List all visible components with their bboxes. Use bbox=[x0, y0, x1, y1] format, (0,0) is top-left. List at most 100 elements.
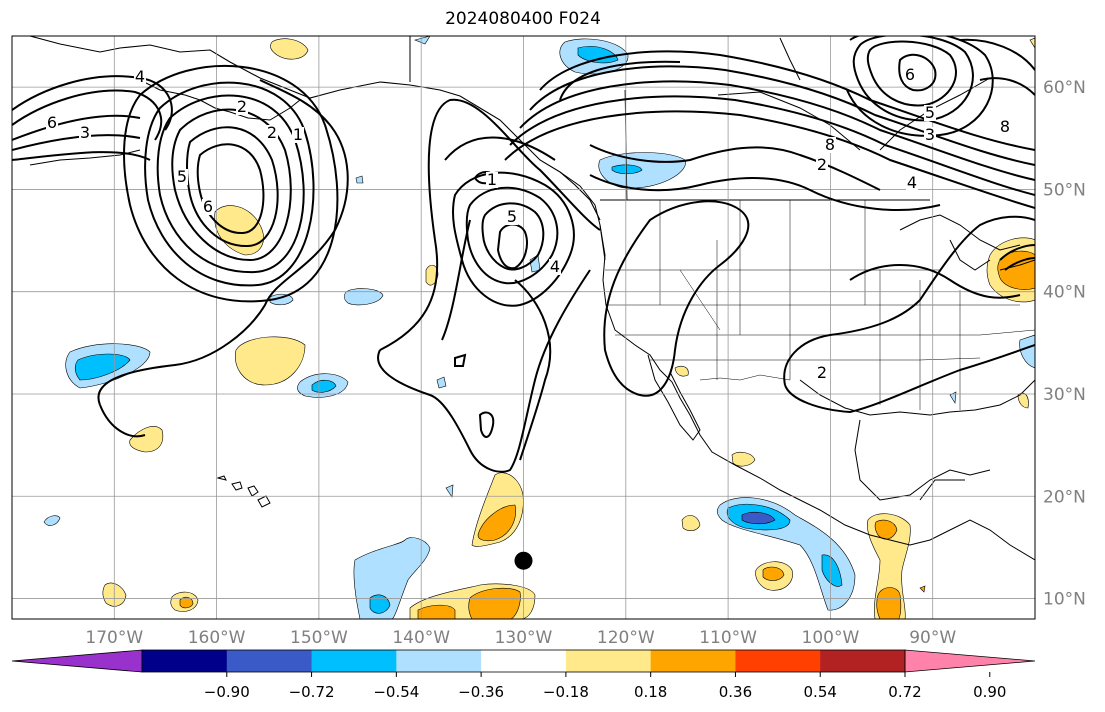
coastlines bbox=[29, 36, 1035, 561]
shade-yellow bbox=[867, 513, 911, 619]
lon-tick-label: 90°W bbox=[909, 628, 956, 648]
shade-yellow bbox=[1017, 392, 1029, 409]
lat-tick-label: 40°N bbox=[1043, 283, 1086, 303]
shade-orange bbox=[417, 604, 456, 619]
shade-yellow bbox=[681, 515, 701, 531]
colorbar-label: −0.54 bbox=[373, 683, 419, 701]
colorbar: −0.90 −0.72 −0.54 −0.36 −0.18 0.18 0.36 0.54 0.7… bbox=[11, 649, 1036, 701]
colorbar-segment bbox=[311, 650, 397, 672]
colorbar-segment bbox=[650, 650, 736, 672]
contour-label-bg bbox=[904, 67, 916, 83]
shade-blue bbox=[369, 594, 391, 614]
colorbar-label: 0.72 bbox=[888, 683, 921, 701]
shade-yellow bbox=[425, 264, 439, 286]
contour-label-bg bbox=[549, 259, 561, 275]
shade-blue-light bbox=[43, 515, 61, 526]
contour-label: 5 bbox=[507, 207, 517, 226]
contour-label: 2 bbox=[267, 123, 277, 142]
shade-blue-dark bbox=[741, 511, 776, 525]
lon-tick-label: 150°W bbox=[290, 628, 348, 648]
colorbar-segment bbox=[226, 650, 313, 672]
latitude-ticks: 10°N 20°N 30°N 40°N 50°N 60°N bbox=[1043, 78, 1086, 609]
contour-label: 3 bbox=[80, 123, 90, 142]
lon-tick-label: 120°W bbox=[597, 628, 655, 648]
colorbar-label: 0.18 bbox=[634, 683, 667, 701]
shade-orange bbox=[997, 250, 1035, 290]
lon-tick-label: 170°W bbox=[85, 628, 143, 648]
contour-label-bg bbox=[924, 105, 936, 121]
contour-label-bg bbox=[506, 209, 518, 225]
lat-tick-label: 20°N bbox=[1043, 487, 1086, 507]
shade-orange bbox=[179, 596, 194, 609]
contour-label-bg bbox=[176, 169, 188, 185]
colorbar-label: −0.18 bbox=[543, 683, 589, 701]
map-title: 2024080400 F024 bbox=[445, 9, 601, 29]
lon-tick-label: 160°W bbox=[188, 628, 246, 648]
shade-orange bbox=[468, 587, 521, 619]
lat-tick-label: 30°N bbox=[1043, 385, 1086, 405]
colorbar-label: 0.90 bbox=[973, 683, 1006, 701]
contour-label: 5 bbox=[925, 103, 935, 122]
contour-label-bg bbox=[816, 157, 828, 173]
colorbar-label: −0.72 bbox=[289, 683, 335, 701]
colorbar-segment bbox=[396, 650, 482, 672]
shade-orange bbox=[919, 585, 926, 593]
colorbar-outline bbox=[141, 649, 906, 673]
colorbar-label: −0.36 bbox=[458, 683, 504, 701]
contour-label: 6 bbox=[905, 65, 915, 84]
shade-blue-light bbox=[436, 376, 447, 389]
lon-tick-label: 110°W bbox=[699, 628, 757, 648]
contour-label-bg bbox=[134, 69, 146, 85]
contour-label: 2 bbox=[817, 363, 827, 382]
shade-blue-light bbox=[949, 391, 957, 404]
colorbar-segment bbox=[142, 650, 228, 672]
shade-blue bbox=[74, 353, 131, 381]
colorbar-extend-low bbox=[11, 649, 143, 673]
colorbar-label: −0.90 bbox=[204, 683, 250, 701]
shade-yellow bbox=[129, 426, 164, 453]
colorbar-extend-high bbox=[904, 649, 1036, 673]
lat-tick-label: 10°N bbox=[1043, 590, 1086, 610]
contour-label: 8 bbox=[1000, 117, 1010, 136]
colorbar-label: 0.54 bbox=[804, 683, 837, 701]
shade-yellow bbox=[234, 336, 306, 386]
contour-label-bg bbox=[824, 137, 836, 153]
shade-blue-light bbox=[269, 293, 294, 306]
shade-orange bbox=[876, 587, 902, 619]
map-frame bbox=[11, 35, 1036, 620]
lat-tick-label: 50°N bbox=[1043, 180, 1086, 200]
shade-yellow bbox=[270, 38, 309, 60]
shade-yellow bbox=[674, 365, 689, 377]
colorbar-segment bbox=[481, 650, 567, 672]
contour-label: 1 bbox=[293, 125, 303, 144]
shade-blue bbox=[611, 164, 643, 175]
shade-yellow bbox=[1029, 37, 1035, 49]
contour-label: 3 bbox=[925, 125, 935, 144]
contour-label-bg bbox=[924, 127, 936, 143]
contour-label-bg bbox=[202, 199, 214, 215]
contour-label-bg bbox=[999, 119, 1011, 135]
shade-yellow bbox=[731, 451, 756, 467]
location-marker bbox=[514, 551, 533, 570]
contour-label: 8 bbox=[825, 135, 835, 154]
contour-label: 6 bbox=[203, 197, 213, 216]
contour-label-bg bbox=[906, 175, 918, 191]
shade-yellow bbox=[214, 205, 264, 256]
colorbar-segment bbox=[735, 650, 821, 672]
shade-orange bbox=[874, 519, 898, 540]
marker-dot bbox=[514, 551, 533, 570]
lon-tick-label: 130°W bbox=[495, 628, 553, 648]
contour-label-bg bbox=[292, 127, 304, 143]
longitude-ticks: 170°W 160°W 150°W 140°W 130°W 120°W 110°W 100°W… bbox=[85, 628, 956, 648]
contour-label-bg bbox=[816, 365, 828, 381]
contour-label: 4 bbox=[135, 67, 145, 86]
contour-label: 2 bbox=[237, 97, 247, 116]
shade-blue bbox=[311, 379, 337, 393]
contour-label: 4 bbox=[550, 257, 560, 276]
shade-blue-light bbox=[445, 484, 454, 498]
shade-blue bbox=[577, 46, 619, 64]
shade-blue-light bbox=[1019, 334, 1035, 369]
colorbar-label: 0.36 bbox=[719, 683, 752, 701]
